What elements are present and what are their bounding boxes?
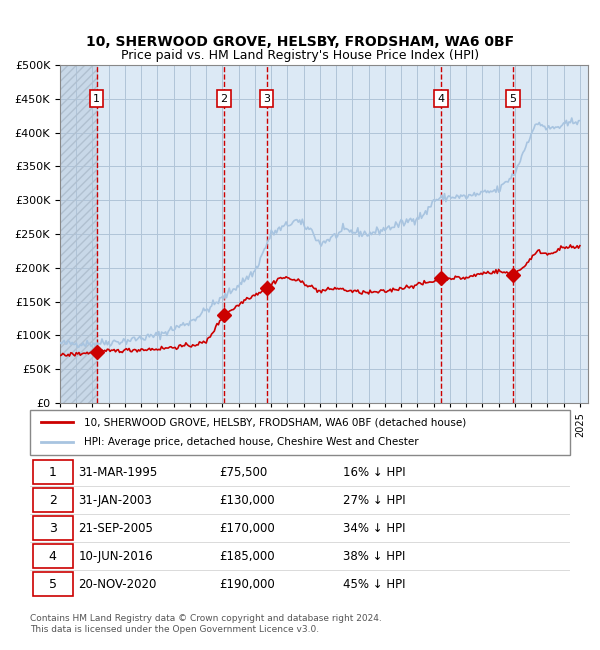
Text: 31-MAR-1995: 31-MAR-1995	[79, 465, 158, 478]
Text: £75,500: £75,500	[219, 465, 267, 478]
Text: 2: 2	[49, 494, 56, 507]
Text: HPI: Average price, detached house, Cheshire West and Chester: HPI: Average price, detached house, Ches…	[84, 437, 419, 447]
Text: 21-SEP-2005: 21-SEP-2005	[79, 521, 154, 534]
Text: 1: 1	[49, 465, 56, 478]
Bar	[60, 65, 97, 403]
Text: 5: 5	[509, 94, 517, 104]
Text: Contains HM Land Registry data © Crown copyright and database right 2024.
This d: Contains HM Land Registry data © Crown c…	[30, 614, 382, 634]
Text: 10-JUN-2016: 10-JUN-2016	[79, 550, 154, 563]
Text: 10, SHERWOOD GROVE, HELSBY, FRODSHAM, WA6 0BF: 10, SHERWOOD GROVE, HELSBY, FRODSHAM, WA…	[86, 35, 514, 49]
Text: 5: 5	[49, 578, 56, 590]
Text: £190,000: £190,000	[219, 578, 275, 590]
Bar	[60, 65, 97, 403]
Text: 38% ↓ HPI: 38% ↓ HPI	[343, 550, 406, 563]
FancyBboxPatch shape	[30, 410, 570, 455]
Text: £185,000: £185,000	[219, 550, 275, 563]
Text: 1: 1	[93, 94, 100, 104]
FancyBboxPatch shape	[33, 516, 73, 540]
FancyBboxPatch shape	[33, 544, 73, 568]
Text: 16% ↓ HPI: 16% ↓ HPI	[343, 465, 406, 478]
Text: 4: 4	[49, 550, 56, 563]
Text: 2: 2	[220, 94, 227, 104]
Text: 31-JAN-2003: 31-JAN-2003	[79, 494, 152, 507]
Text: 10, SHERWOOD GROVE, HELSBY, FRODSHAM, WA6 0BF (detached house): 10, SHERWOOD GROVE, HELSBY, FRODSHAM, WA…	[84, 417, 466, 427]
Text: 3: 3	[49, 521, 56, 534]
FancyBboxPatch shape	[33, 572, 73, 596]
FancyBboxPatch shape	[33, 460, 73, 484]
Text: 45% ↓ HPI: 45% ↓ HPI	[343, 578, 406, 590]
Text: £130,000: £130,000	[219, 494, 275, 507]
Text: 34% ↓ HPI: 34% ↓ HPI	[343, 521, 406, 534]
Text: 20-NOV-2020: 20-NOV-2020	[79, 578, 157, 590]
Text: 4: 4	[437, 94, 445, 104]
Text: £170,000: £170,000	[219, 521, 275, 534]
FancyBboxPatch shape	[33, 488, 73, 512]
Text: 3: 3	[263, 94, 270, 104]
Text: Price paid vs. HM Land Registry's House Price Index (HPI): Price paid vs. HM Land Registry's House …	[121, 49, 479, 62]
Text: 27% ↓ HPI: 27% ↓ HPI	[343, 494, 406, 507]
